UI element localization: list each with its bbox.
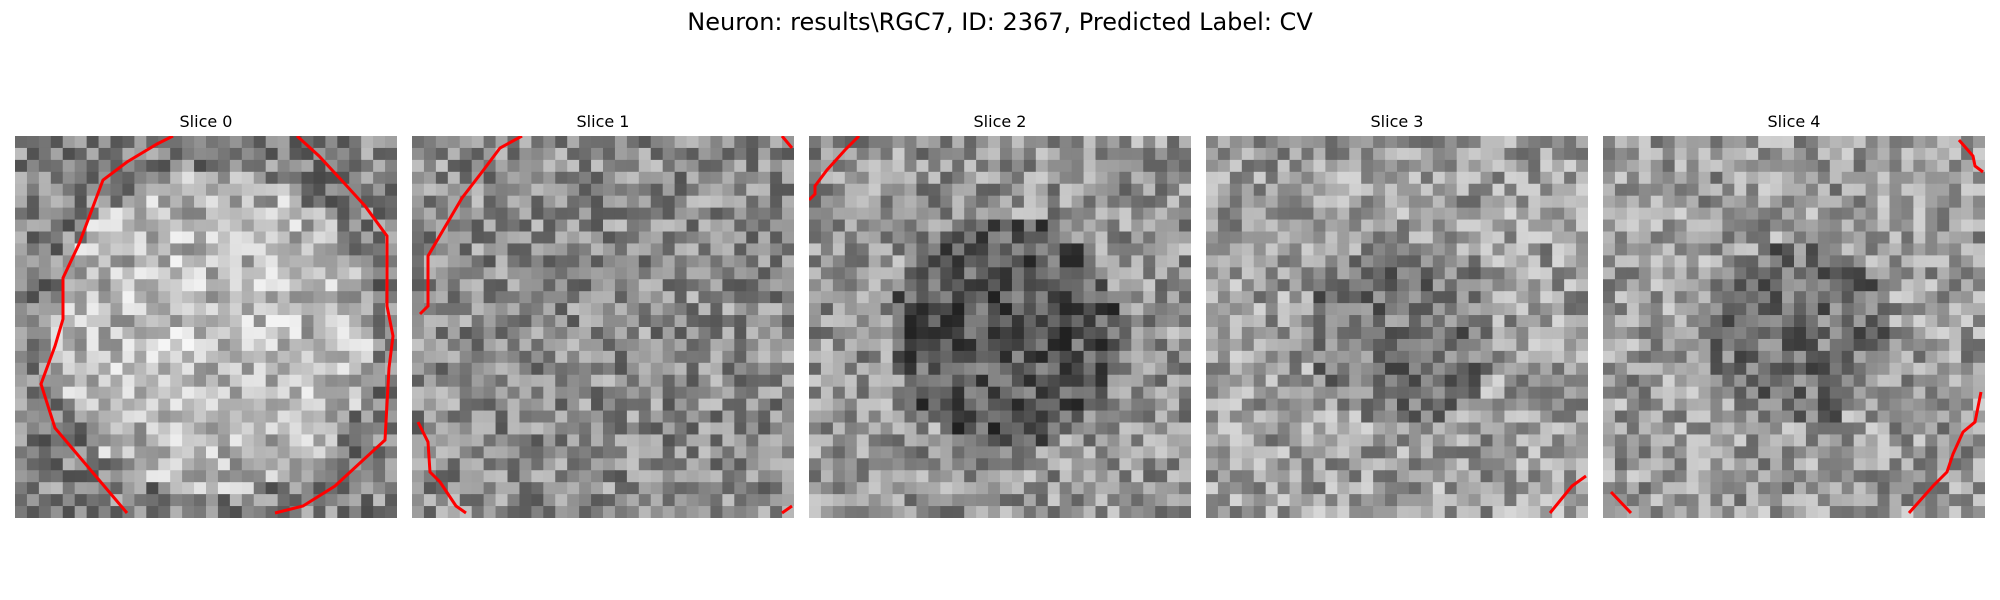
segmentation-contour (1907, 391, 1983, 514)
segmentation-contour (1957, 139, 1984, 174)
segmentation-contour (1609, 490, 1633, 515)
segmentation-contour (809, 136, 861, 202)
slice-panel-3: Slice 3 (1206, 110, 1588, 518)
slice-title: Slice 1 (576, 112, 630, 131)
slice-panel-1: Slice 1 (412, 110, 794, 518)
slice-title: Slice 0 (179, 112, 233, 131)
segmentation-contour (780, 136, 794, 149)
slice-panel-0: Slice 0 (15, 110, 397, 518)
segmentation-contour (39, 136, 174, 514)
slice-title: Slice 3 (1370, 112, 1424, 131)
figure-title: Neuron: results\RGC7, ID: 2367, Predicte… (687, 8, 1313, 36)
slice-panel-2: Slice 2 (809, 110, 1191, 518)
slice-title: Slice 4 (1767, 112, 1821, 131)
slice-image (1206, 136, 1588, 518)
segmentation-contour (274, 136, 395, 515)
segmentation-contour (418, 136, 523, 316)
slice-panel-4: Slice 4 (1603, 110, 1985, 518)
slice-image (15, 136, 397, 518)
slice-title: Slice 2 (973, 112, 1027, 131)
slice-image (1603, 136, 1985, 518)
slice-image (412, 136, 794, 518)
slice-image (809, 136, 1191, 518)
segmentation-contour (781, 504, 793, 515)
segmentation-contour (1548, 474, 1587, 514)
segmentation-contour (416, 421, 467, 515)
